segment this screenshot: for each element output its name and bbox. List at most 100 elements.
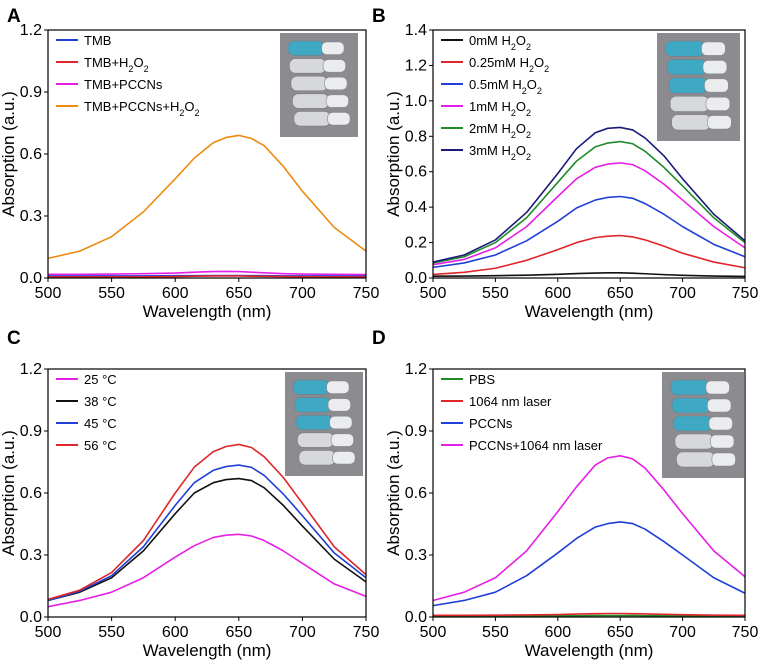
x-tick-label: 750 — [732, 285, 759, 302]
y-tick-label: 0.3 — [405, 547, 427, 564]
y-axis-title: Absorption (a.u.) — [0, 430, 18, 556]
inset-photo — [280, 33, 358, 137]
series-line-0 — [47, 533, 367, 608]
y-tick-label: 0.0 — [20, 270, 42, 287]
inset-tube — [297, 432, 335, 448]
series-line-3 — [432, 454, 746, 602]
x-tick-label: 550 — [98, 624, 125, 641]
inset-tube-tip — [701, 41, 726, 56]
y-tick-label: 1.4 — [405, 22, 427, 39]
series-line-1 — [48, 275, 366, 278]
x-tick-label: 600 — [544, 624, 571, 641]
x-tick-label: 550 — [482, 624, 509, 641]
legend-label-1: 0.25mM H2O2 — [469, 55, 549, 74]
inset-tube — [666, 59, 707, 76]
legend-label-2: 0.5mM H2O2 — [469, 77, 542, 96]
legend-label-1: 38 °C — [84, 394, 117, 409]
inset-tube — [668, 77, 708, 94]
x-tick-label: 650 — [225, 285, 252, 302]
panel-A: A 500 550 600 650 700 750 0.0 0.3 0.6 0.9 1.2 Wavele… — [0, 6, 379, 321]
panel-C: C 500 550 600 650 700 750 0.0 0.3 0.6 0.9 1.2 Wavele… — [0, 328, 379, 660]
plot-frame — [432, 29, 746, 279]
inset-tube-tip — [702, 60, 728, 75]
inset-photo — [285, 372, 363, 476]
y-tick-label: 0.9 — [20, 84, 42, 101]
inset-tube — [669, 95, 710, 112]
inset-tube-tip — [324, 76, 348, 91]
series-line-3 — [432, 162, 746, 266]
inset-tube — [290, 75, 328, 92]
y-tick-label: 1.2 — [20, 361, 42, 378]
x-tick-label: 700 — [289, 624, 316, 641]
inset-tube-tip — [710, 434, 735, 449]
x-tick-label: 650 — [607, 285, 634, 302]
y-tick-label: 0.6 — [405, 164, 427, 181]
legend-label-3: PCCNs+1064 nm laser — [469, 438, 603, 453]
y-tick-label: 1.2 — [20, 22, 42, 39]
inset-tube-tip — [707, 398, 732, 413]
series-line-2 — [432, 195, 746, 269]
inset-tube-tip — [325, 94, 349, 108]
x-tick-label: 500 — [420, 285, 447, 302]
y-tick-label: 0.3 — [20, 547, 42, 564]
series-line-2 — [432, 521, 746, 607]
inset-tube — [289, 58, 327, 74]
inset-tube — [671, 114, 711, 131]
series-line-1 — [47, 477, 367, 602]
series-line-2 — [47, 464, 367, 602]
inset-tube-tip — [707, 115, 732, 130]
inset-tube-tip — [711, 452, 736, 467]
y-tick-label: 0.9 — [20, 423, 42, 440]
x-tick-label: 600 — [544, 285, 571, 302]
y-tick-label: 0.6 — [20, 485, 42, 502]
series-line-0 — [432, 272, 746, 278]
inset-tube-tip — [705, 380, 730, 395]
y-axis-title: Absorption (a.u.) — [0, 91, 18, 217]
y-tick-label: 0.0 — [405, 270, 427, 287]
x-tick-label: 700 — [669, 624, 696, 641]
legend-label-3: TMB+PCCNs+H2O2 — [84, 99, 200, 118]
y-tick-label: 0.6 — [20, 146, 42, 163]
x-tick-label: 500 — [35, 624, 62, 641]
x-tick-label: 700 — [289, 285, 316, 302]
x-tick-label: 600 — [162, 285, 189, 302]
x-tick-label: 750 — [353, 285, 380, 302]
x-axis-title: Wavelength (nm) — [525, 302, 654, 321]
inset-tube — [673, 415, 713, 432]
inset-tube — [674, 433, 714, 450]
panel-B: B 500 550 600 650 700 750 0.0 0.2 0.4 0.6 0.8 1.0 1.2… — [372, 6, 758, 321]
inset-tube — [292, 379, 330, 395]
legend-label-1: 1064 nm laser — [469, 394, 552, 409]
inset-tube-tip — [708, 416, 733, 431]
inset-tube-tip — [332, 451, 356, 465]
y-tick-label: 0.8 — [405, 128, 427, 145]
y-tick-label: 0.2 — [405, 235, 427, 252]
legend-label-2: 45 °C — [84, 416, 117, 431]
inset-tube — [670, 379, 710, 396]
inset-tube — [298, 450, 336, 466]
inset-tube — [676, 451, 716, 468]
series-line-5 — [432, 126, 746, 263]
inset-tube — [294, 397, 332, 413]
inset-tube-tip — [329, 415, 353, 430]
legend-label-5: 3mM H2O2 — [469, 143, 531, 162]
inset-tube-tip — [330, 433, 354, 447]
legend-label-0: 25 °C — [84, 372, 117, 387]
inset-tube-tip — [704, 78, 729, 93]
legend-label-1: TMB+H2O2 — [84, 55, 149, 74]
y-tick-label: 0.3 — [20, 208, 42, 225]
x-tick-label: 550 — [98, 285, 125, 302]
x-tick-label: 600 — [162, 624, 189, 641]
series-line-1 — [432, 234, 746, 276]
series-line-1 — [433, 612, 746, 617]
y-tick-label: 0.0 — [20, 609, 42, 626]
inset-photo — [657, 33, 740, 141]
x-tick-label: 650 — [225, 624, 252, 641]
x-axis-title: Wavelength (nm) — [143, 641, 272, 660]
inset-tube-tip — [321, 41, 345, 55]
inset-tube-tip — [322, 59, 346, 73]
legend-label-0: TMB — [84, 33, 111, 48]
legend-label-0: PBS — [469, 372, 495, 387]
series-line-3 — [47, 134, 367, 260]
